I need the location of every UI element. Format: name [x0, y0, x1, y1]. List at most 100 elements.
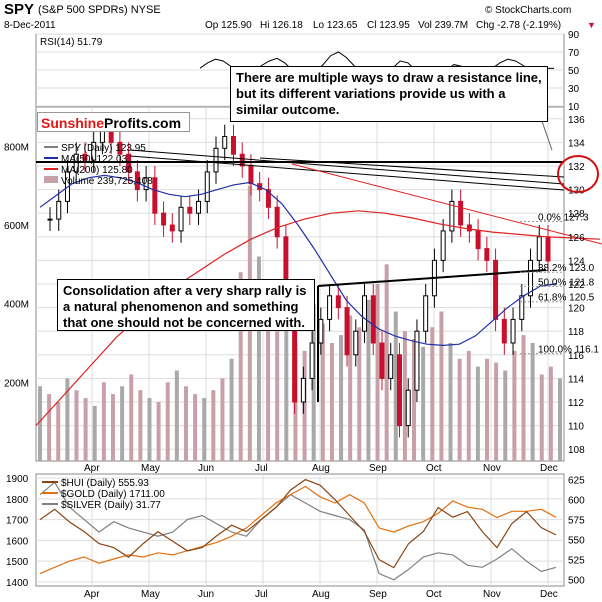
- price-candle: [248, 165, 254, 185]
- volume-bar: [430, 327, 435, 461]
- price-candle: [458, 200, 464, 226]
- price-candle: [528, 259, 534, 297]
- price-candle: [134, 171, 140, 191]
- volume-bar: [256, 256, 261, 461]
- metals-right-tick-label: 500: [568, 576, 585, 587]
- price-candle: [423, 295, 429, 332]
- metals-x-tick-label: Dec: [540, 589, 558, 600]
- open-value: Op 125.90: [205, 20, 252, 31]
- fib-label: 61.8% 120.5: [538, 293, 595, 304]
- price-tick-label: 128: [568, 209, 585, 220]
- volume-bar: [147, 398, 152, 461]
- volume-bars: [38, 185, 562, 461]
- resistance-line-3: [259, 157, 565, 178]
- price-candle: [309, 342, 315, 379]
- logo-part-1: Sunshine: [41, 115, 105, 131]
- metals-x-tick-label: Oct: [426, 589, 442, 600]
- price-candle: [414, 330, 420, 391]
- metals-x-tick-label: Aug: [312, 589, 330, 600]
- volume-value: Vol 239.7M: [418, 20, 468, 31]
- fibonacci-levels: 0.0% 127.3 38.2% 123.0 50.0% 121.8 61.8% 12…: [520, 212, 599, 356]
- ma50-line: [39, 174, 557, 347]
- rsi-tick-label: 70: [568, 48, 580, 59]
- price-x-tick-label: Sep: [369, 463, 387, 474]
- volume-bar: [65, 378, 70, 461]
- rsi-tick-label: 30: [568, 84, 580, 95]
- price-x-tick-label: Jul: [255, 463, 268, 474]
- volume-bar: [74, 390, 79, 461]
- volume-bar: [129, 374, 134, 461]
- metals-frame: [35, 473, 565, 587]
- volume-bar: [38, 386, 42, 461]
- legend-spy: SPY (Daily) 123.95: [61, 143, 146, 154]
- volume-bar: [457, 358, 462, 461]
- legend-volume-swatch: [44, 176, 58, 183]
- high-value: Hi 126.18: [260, 20, 303, 31]
- price-candle: [379, 342, 385, 379]
- metals-right-tick-label: 600: [568, 496, 585, 507]
- price-tick-label: 120: [568, 304, 585, 315]
- price-candle: [178, 206, 184, 232]
- price-x-tick-label: Aug: [312, 463, 330, 474]
- price-x-tick-label: Dec: [540, 463, 558, 474]
- consolidation-upper-line: [317, 269, 547, 287]
- resistance-line-2: [129, 155, 565, 191]
- volume-bar: [503, 370, 508, 461]
- low-value: Lo 123.65: [313, 20, 358, 31]
- price-x-tick-label: Nov: [483, 463, 501, 474]
- price-candle: [545, 236, 551, 262]
- volume-bar: [548, 366, 553, 461]
- price-candle: [335, 295, 341, 309]
- fib-label: 0.0% 127.3: [538, 212, 589, 223]
- metals-left-tick-label: 1700: [6, 516, 29, 527]
- metals-x-tick-label: Sep: [369, 589, 387, 600]
- volume-bar: [120, 386, 125, 461]
- volume-bar: [110, 394, 115, 461]
- volume-bar: [558, 378, 562, 461]
- volume-bar: [320, 323, 325, 461]
- volume-bar: [412, 339, 417, 461]
- volume-tick-label: 200M: [4, 378, 29, 389]
- fib-label: 100.0% 116.1: [538, 345, 599, 356]
- volume-bar: [101, 382, 106, 461]
- price-candle: [449, 200, 455, 232]
- volume-bar: [485, 358, 490, 461]
- metals-legend: $HUI (Daily) 555.93 $GOLD (Daily) 1711.0…: [42, 478, 165, 511]
- price-candle: [47, 218, 53, 221]
- price-candle: [493, 259, 499, 320]
- volume-bar: [275, 331, 280, 461]
- fib-label: 38.2% 123.0: [538, 263, 595, 274]
- legend-gold: $GOLD (Daily) 1711.00: [61, 489, 165, 500]
- price-candle: [388, 354, 394, 379]
- security-name: (S&P 500 SPDRs) NYSE: [38, 4, 161, 16]
- price-candle: [274, 206, 280, 238]
- price-candle: [169, 224, 175, 232]
- price-x-ticks: Apr May Jun Jul Aug Sep Oct Nov Dec: [84, 463, 558, 474]
- metals-left-tick-label: 1500: [6, 557, 29, 568]
- logo-part-2: Profits.com: [104, 115, 182, 131]
- volume-bar: [421, 346, 426, 461]
- price-tick-label: 110: [568, 422, 584, 433]
- metals-right-tick-label: 625: [568, 476, 585, 487]
- volume-bar: [174, 370, 179, 461]
- volume-bar: [402, 331, 407, 461]
- price-candle: [187, 206, 193, 214]
- resistance-line-1: [129, 149, 565, 185]
- price-x-tick-label: Apr: [84, 463, 100, 474]
- volume-tick-label: 600M: [4, 221, 29, 232]
- volume-bar: [202, 398, 207, 461]
- fib-label: 50.0% 121.8: [538, 277, 595, 288]
- volume-tick-label: 800M: [4, 142, 29, 153]
- price-candle: [370, 295, 376, 344]
- hui-line: [39, 478, 557, 569]
- metals-left-tick-label: 1400: [6, 578, 29, 589]
- price-x-tick-label: Jun: [198, 463, 214, 474]
- volume-bar: [284, 319, 289, 461]
- price-candle: [501, 318, 507, 344]
- legend-ma200: MA(200) 125.80: [61, 165, 133, 176]
- price-tick-label: 108: [568, 445, 585, 456]
- volume-bar: [494, 362, 499, 461]
- volume-bar: [193, 394, 198, 461]
- price-x-tick-label: Oct: [426, 463, 442, 474]
- price-candle: [143, 177, 149, 191]
